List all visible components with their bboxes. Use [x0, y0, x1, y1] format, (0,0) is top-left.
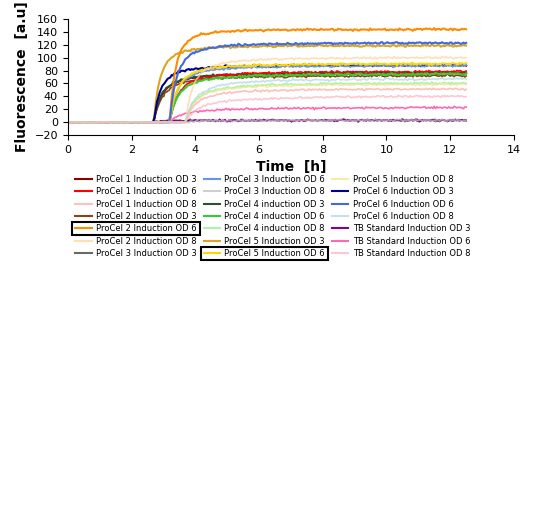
- Legend: ProCel 1 Induction OD 3, ProCel 1 Induction OD 6, ProCel 1 Induction OD 8, ProCe: ProCel 1 Induction OD 3, ProCel 1 Induct…: [72, 172, 473, 261]
- Y-axis label: Fluorescence  [a.u]: Fluorescence [a.u]: [15, 2, 29, 152]
- X-axis label: Time  [h]: Time [h]: [256, 160, 326, 174]
